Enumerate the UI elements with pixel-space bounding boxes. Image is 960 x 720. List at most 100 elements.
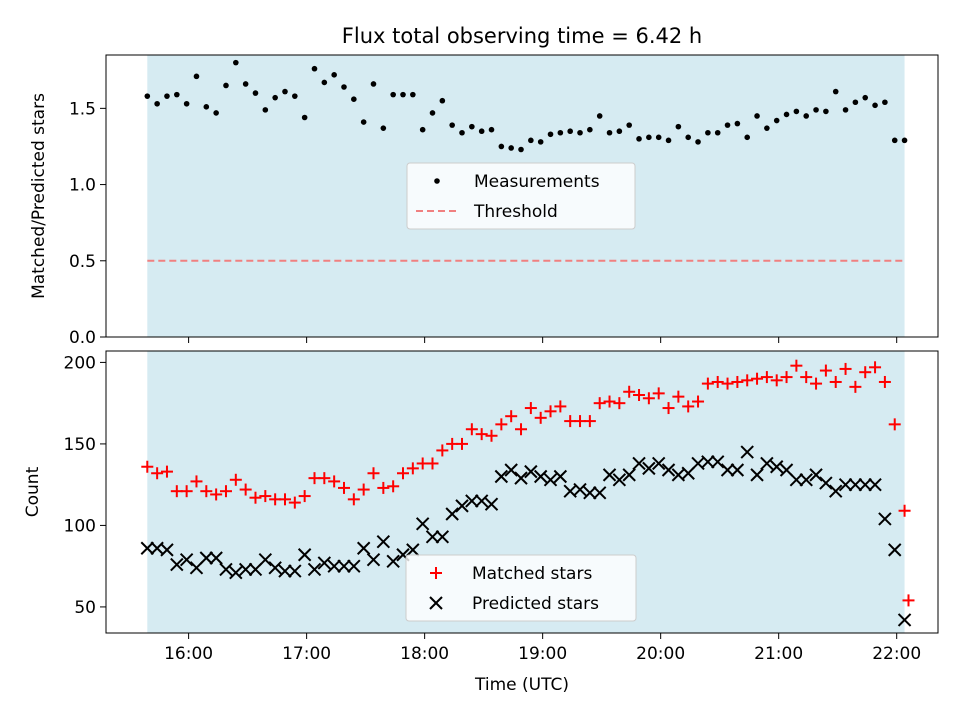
- matched-star-point: [337, 481, 350, 494]
- bottom-ytick-label: 200: [64, 353, 96, 373]
- bottom-xtick-label: 21:00: [754, 644, 803, 664]
- predicted-star-stroke-b: [307, 562, 322, 577]
- measurement-point: [567, 128, 573, 135]
- measurement-point: [813, 107, 819, 113]
- bottom-xtick-label: 19:00: [518, 644, 567, 664]
- predicted-star-stroke-b: [779, 463, 794, 477]
- measurement-point: [646, 134, 652, 141]
- predicted-star-stroke-b: [750, 468, 764, 482]
- predicted-star-point: [661, 463, 676, 477]
- predicted-star-point: [356, 541, 371, 555]
- predicted-star-stroke-b: [209, 551, 223, 565]
- measurement-point: [292, 93, 298, 99]
- predicted-star-point: [376, 535, 391, 549]
- predicted-star-point: [897, 613, 912, 627]
- matched-star-point: [200, 485, 213, 498]
- predicted-star-point: [219, 562, 233, 577]
- predicted-star-stroke-b: [376, 535, 391, 549]
- predicted-star-stroke-b: [720, 463, 735, 477]
- matched-star-point: [839, 362, 852, 375]
- matched-star-point: [800, 371, 813, 384]
- matched-star-point: [544, 405, 557, 418]
- predicted-star-point: [317, 556, 332, 570]
- matched-star-point: [731, 375, 744, 388]
- measurement-point: [233, 59, 239, 66]
- matched-star-point: [878, 375, 891, 388]
- matched-star-point: [682, 400, 695, 413]
- measurement-point: [174, 91, 180, 98]
- predicted-star-stroke-b: [494, 469, 509, 484]
- predicted-star-stroke-b: [602, 468, 617, 482]
- matched-star-point: [593, 397, 606, 410]
- predicted-star-stroke-b: [297, 548, 312, 562]
- predicted-star-point: [425, 530, 440, 544]
- measurement-point: [862, 94, 869, 101]
- predicted-star-point: [484, 497, 499, 511]
- predicted-star-stroke-b: [327, 559, 341, 573]
- predicted-star-point: [838, 477, 853, 492]
- measurement-point: [429, 110, 436, 116]
- predicted-star-stroke-b: [642, 461, 656, 476]
- measurement-point: [488, 126, 495, 133]
- matched-star-point: [760, 371, 773, 384]
- matched-star-point: [902, 594, 915, 607]
- measurement-point: [351, 96, 357, 103]
- predicted-star-point: [327, 559, 341, 573]
- measurement-point: [803, 113, 810, 119]
- measurement-point: [301, 114, 308, 121]
- measurement-point: [242, 81, 249, 87]
- matched-star-point: [180, 485, 193, 498]
- predicted-star-stroke-b: [740, 445, 754, 459]
- predicted-star-stroke-b: [543, 473, 558, 487]
- bottom-legend: Matched stars Predicted stars: [405, 554, 637, 622]
- measurement-point: [331, 72, 337, 78]
- predicted-star-stroke-b: [622, 468, 636, 482]
- measurement-point: [537, 139, 544, 145]
- matched-star-point: [829, 375, 842, 388]
- predicted-star-point: [170, 557, 184, 572]
- predicted-star-point: [642, 461, 656, 476]
- predicted-star-point: [445, 507, 459, 521]
- matched-star-point: [151, 467, 164, 480]
- predicted-star-stroke-b: [710, 455, 725, 469]
- predicted-star-stroke-b: [396, 548, 410, 562]
- measurement-point: [823, 108, 829, 115]
- predicted-star-point: [583, 486, 597, 500]
- bottom-xtick-label: 20:00: [636, 644, 685, 664]
- predicted-star-point: [651, 456, 666, 471]
- matched-star-point: [692, 395, 705, 408]
- matched-star-point: [347, 493, 360, 506]
- measurement-point: [252, 90, 259, 96]
- predicted-star-point: [819, 476, 833, 490]
- measurement-point: [852, 99, 859, 106]
- matched-star-point: [869, 361, 882, 374]
- bottom-legend-box: [405, 554, 637, 622]
- matched-star-point: [505, 410, 518, 423]
- predicted-star-point: [573, 482, 587, 497]
- top-axes-frame: [105, 54, 939, 338]
- measurement-point: [606, 129, 613, 136]
- matched-star-point: [377, 481, 390, 494]
- measurement-point: [380, 125, 387, 131]
- predicted-star-point: [455, 499, 469, 513]
- predicted-star-point: [435, 530, 450, 544]
- predicted-stars-legend-label: Predicted stars: [472, 594, 599, 614]
- matched-star-point: [298, 490, 311, 503]
- measurement-point: [321, 79, 328, 86]
- predicted-star-stroke-b: [140, 541, 155, 555]
- measurement-point: [842, 107, 849, 113]
- measurement-point: [773, 117, 780, 124]
- predicted-star-stroke-b: [474, 494, 489, 508]
- measurement-point: [459, 129, 465, 136]
- matched-star-point: [367, 467, 380, 480]
- predicted-star-stroke-b: [337, 559, 351, 573]
- measurement-point: [655, 134, 662, 141]
- predicted-star-stroke-b: [573, 482, 587, 497]
- predicted-stars-series: [140, 445, 912, 627]
- predicted-star-stroke-b: [317, 556, 332, 570]
- predicted-star-stroke-b: [356, 541, 371, 555]
- matched-star-point: [672, 390, 685, 403]
- predicted-star-point: [366, 552, 381, 567]
- matched-star-point: [229, 473, 242, 486]
- measurement-point: [901, 137, 908, 144]
